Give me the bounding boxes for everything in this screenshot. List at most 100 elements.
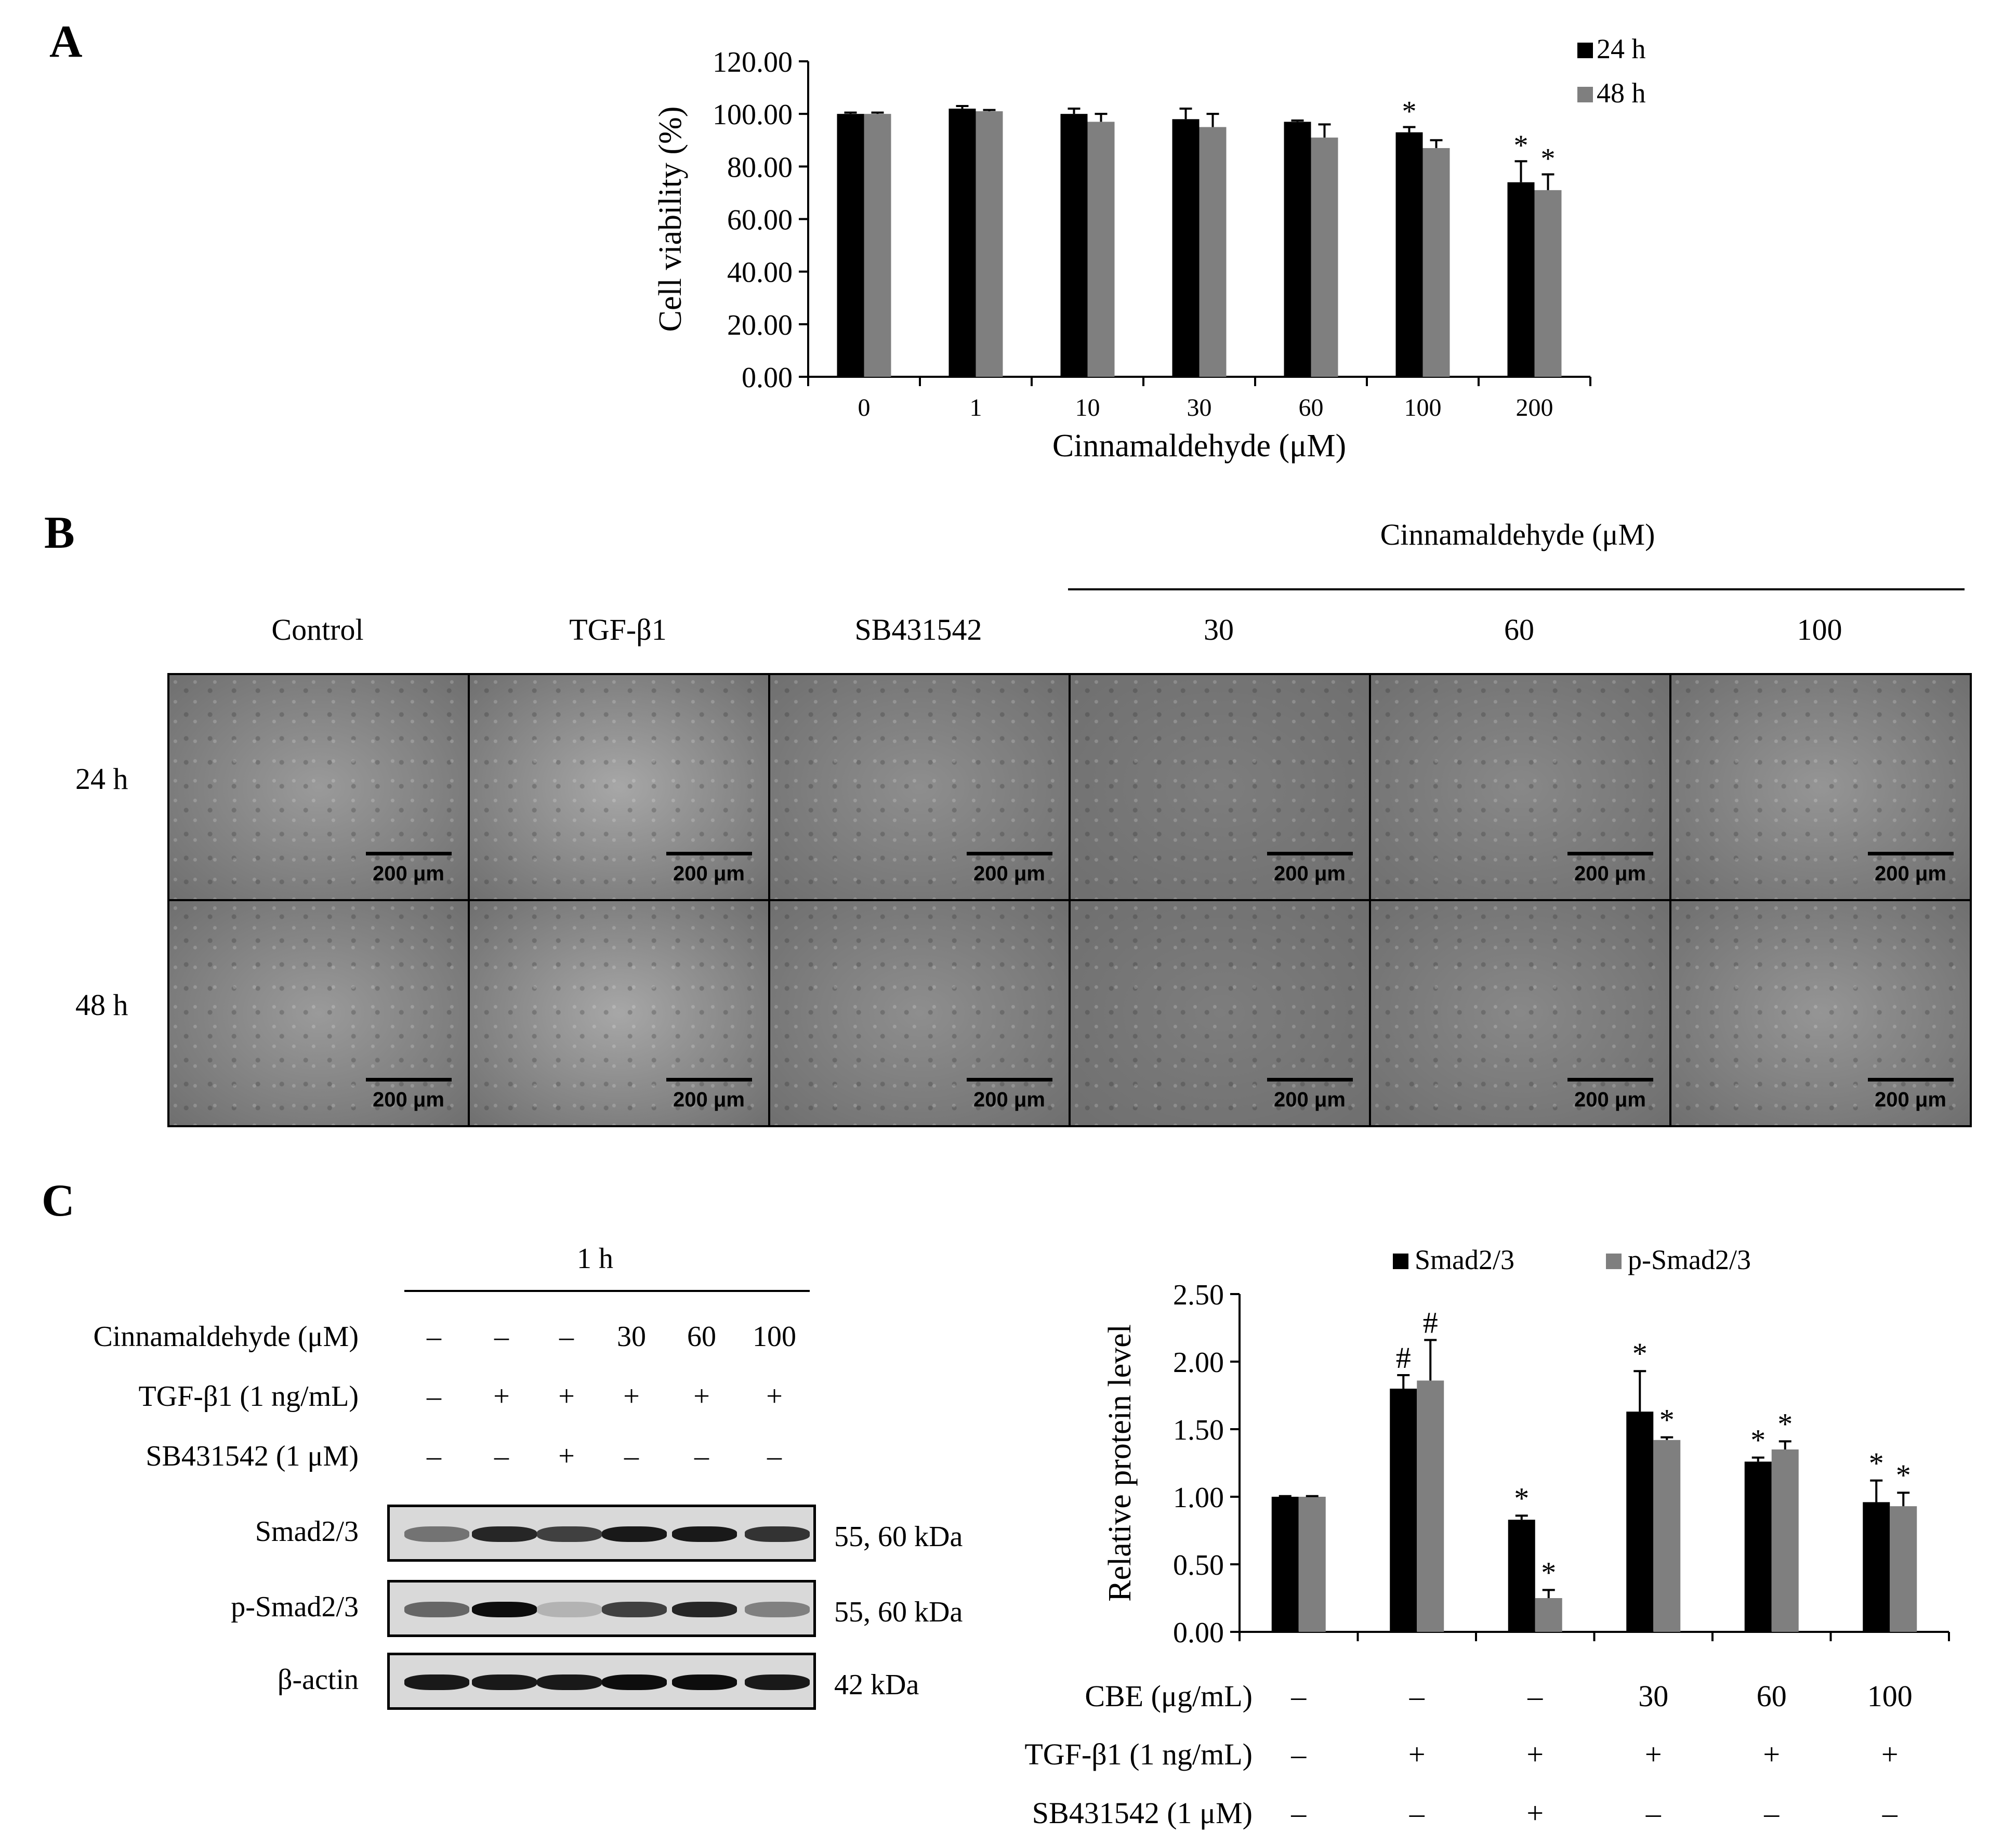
scale-bar xyxy=(967,1078,1052,1082)
blot-band xyxy=(472,1674,537,1690)
x-tick-label: 200 xyxy=(1516,394,1553,421)
bar-p-Smad2/3 xyxy=(1771,1449,1799,1632)
significance-mark: * xyxy=(1514,129,1529,162)
significance-mark: * xyxy=(1869,1446,1884,1480)
blot-time-line xyxy=(404,1290,810,1292)
scale-bar xyxy=(1267,852,1353,855)
legend-swatch xyxy=(1577,43,1593,58)
bar-24h xyxy=(1172,119,1200,377)
significance-mark: * xyxy=(1541,143,1556,175)
blot-band xyxy=(537,1526,602,1542)
scale-label: 200 μm xyxy=(1574,862,1646,885)
scale-label: 200 μm xyxy=(973,862,1045,885)
bar-24h xyxy=(948,109,976,377)
blot-strip xyxy=(387,1580,816,1637)
micrograph: 200 μm xyxy=(1669,899,1972,1127)
y-tick-label: 2.50 xyxy=(1173,1279,1224,1311)
blot-treatment-label: TGF-β1 (1 ng/mL) xyxy=(138,1380,359,1413)
blot-treatment-value: – xyxy=(494,1440,509,1472)
x-tick-label: 30 xyxy=(1187,394,1212,421)
relative-protein-chart: 0.00 0.50 1.00 1.50 2.00 2.50 # # * * * * * * * * Relati… xyxy=(1024,1244,1950,1830)
y-tick-label: 1.50 xyxy=(1173,1414,1224,1446)
blot-treatment-value: – xyxy=(427,1380,441,1413)
bar-24h xyxy=(1395,132,1423,377)
y-axis-title: Relative protein level xyxy=(1102,1324,1138,1602)
bar-48h xyxy=(1422,148,1450,377)
blot-treatment-value: – xyxy=(767,1440,782,1472)
scale-label: 200 μm xyxy=(1875,1088,1946,1111)
bar-48h xyxy=(864,114,891,377)
bar-Smad2/3 xyxy=(1508,1520,1535,1632)
scale-label: 200 μm xyxy=(673,862,745,885)
treatment-label: SB431542 (1 μM) xyxy=(1032,1796,1253,1830)
column-label: 30 xyxy=(1204,613,1234,647)
scale-label: 200 μm xyxy=(673,1088,745,1111)
legend-label: 24 h xyxy=(1597,33,1646,64)
scale-bar xyxy=(1567,852,1653,855)
legend-swatch xyxy=(1393,1254,1408,1269)
column-label: Control xyxy=(271,613,364,647)
y-axis-title: Cell viability (%) xyxy=(653,107,688,332)
blot-band xyxy=(602,1526,667,1542)
significance-mark: * xyxy=(1514,1481,1529,1515)
bar-48h xyxy=(976,111,1003,377)
y-tick-label: 0.00 xyxy=(1173,1617,1224,1649)
scale-label: 200 μm xyxy=(1274,862,1346,885)
y-tick-label: 0.00 xyxy=(742,362,793,394)
legend-label: p-Smad2/3 xyxy=(1628,1244,1751,1275)
blot-strip xyxy=(387,1505,816,1562)
micrograph: 200 μm xyxy=(167,673,470,901)
scale-label: 200 μm xyxy=(373,862,444,885)
micrograph: 200 μm xyxy=(1069,899,1371,1127)
blot-treatment-value: – xyxy=(427,1321,441,1353)
micrograph: 200 μm xyxy=(1369,673,1671,901)
treatment-value: 100 xyxy=(1867,1679,1913,1713)
scale-bar xyxy=(366,852,452,855)
treatment-value: + xyxy=(1408,1737,1426,1771)
legend-label: 48 h xyxy=(1597,77,1646,109)
row-label: 24 h xyxy=(75,762,128,796)
x-tick-label: 1 xyxy=(970,394,982,421)
legend-swatch xyxy=(1577,87,1593,102)
y-tick-label: 40.00 xyxy=(727,257,793,289)
blot-band xyxy=(602,1602,667,1617)
blot-treatment-value: 100 xyxy=(753,1321,796,1353)
x-tick-label: 60 xyxy=(1299,394,1324,421)
micrograph: 200 μm xyxy=(1669,673,1972,901)
column-label: TGF-β1 xyxy=(569,613,667,647)
bar-24h xyxy=(1060,114,1088,377)
significance-mark: * xyxy=(1777,1407,1793,1441)
bar-48h xyxy=(1199,127,1227,377)
y-tick-label: 0.50 xyxy=(1173,1549,1224,1581)
blot-treatment-value: + xyxy=(558,1440,575,1472)
scale-label: 200 μm xyxy=(1574,1088,1646,1111)
column-label: 60 xyxy=(1504,613,1534,647)
blot-band xyxy=(745,1526,810,1542)
scale-bar xyxy=(1868,1078,1954,1082)
legend-label: Smad2/3 xyxy=(1415,1244,1514,1275)
treatment-value: + xyxy=(1645,1737,1662,1771)
treatment-value: – xyxy=(1409,1796,1425,1830)
bar-24h xyxy=(1284,122,1311,377)
bar-Smad2/3 xyxy=(1390,1389,1417,1632)
micrograph: 200 μm xyxy=(768,673,1071,901)
scale-bar xyxy=(666,852,752,855)
blot-band xyxy=(745,1674,810,1690)
column-label: SB431542 xyxy=(854,613,982,647)
cinnamaldehyde-group-label: Cinnamaldehyde (μM) xyxy=(1380,518,1655,551)
legend-swatch xyxy=(1606,1254,1622,1269)
blot-band xyxy=(404,1526,469,1542)
bar-24h xyxy=(1507,182,1535,377)
blot-band xyxy=(537,1602,602,1617)
treatment-value: – xyxy=(1290,1737,1307,1771)
blot-row-label: p-Smad2/3 xyxy=(231,1591,359,1623)
y-tick-label: 2.00 xyxy=(1173,1347,1224,1379)
treatment-value: 60 xyxy=(1757,1679,1787,1713)
treatment-value: – xyxy=(1645,1796,1662,1830)
blot-treatment-value: + xyxy=(558,1380,575,1413)
blot-band xyxy=(602,1674,667,1690)
blot-treatment-value: + xyxy=(623,1380,640,1413)
blot-size-label: 42 kDa xyxy=(834,1669,919,1701)
treatment-value: – xyxy=(1409,1679,1425,1713)
blot-treatment-value: – xyxy=(624,1440,639,1472)
